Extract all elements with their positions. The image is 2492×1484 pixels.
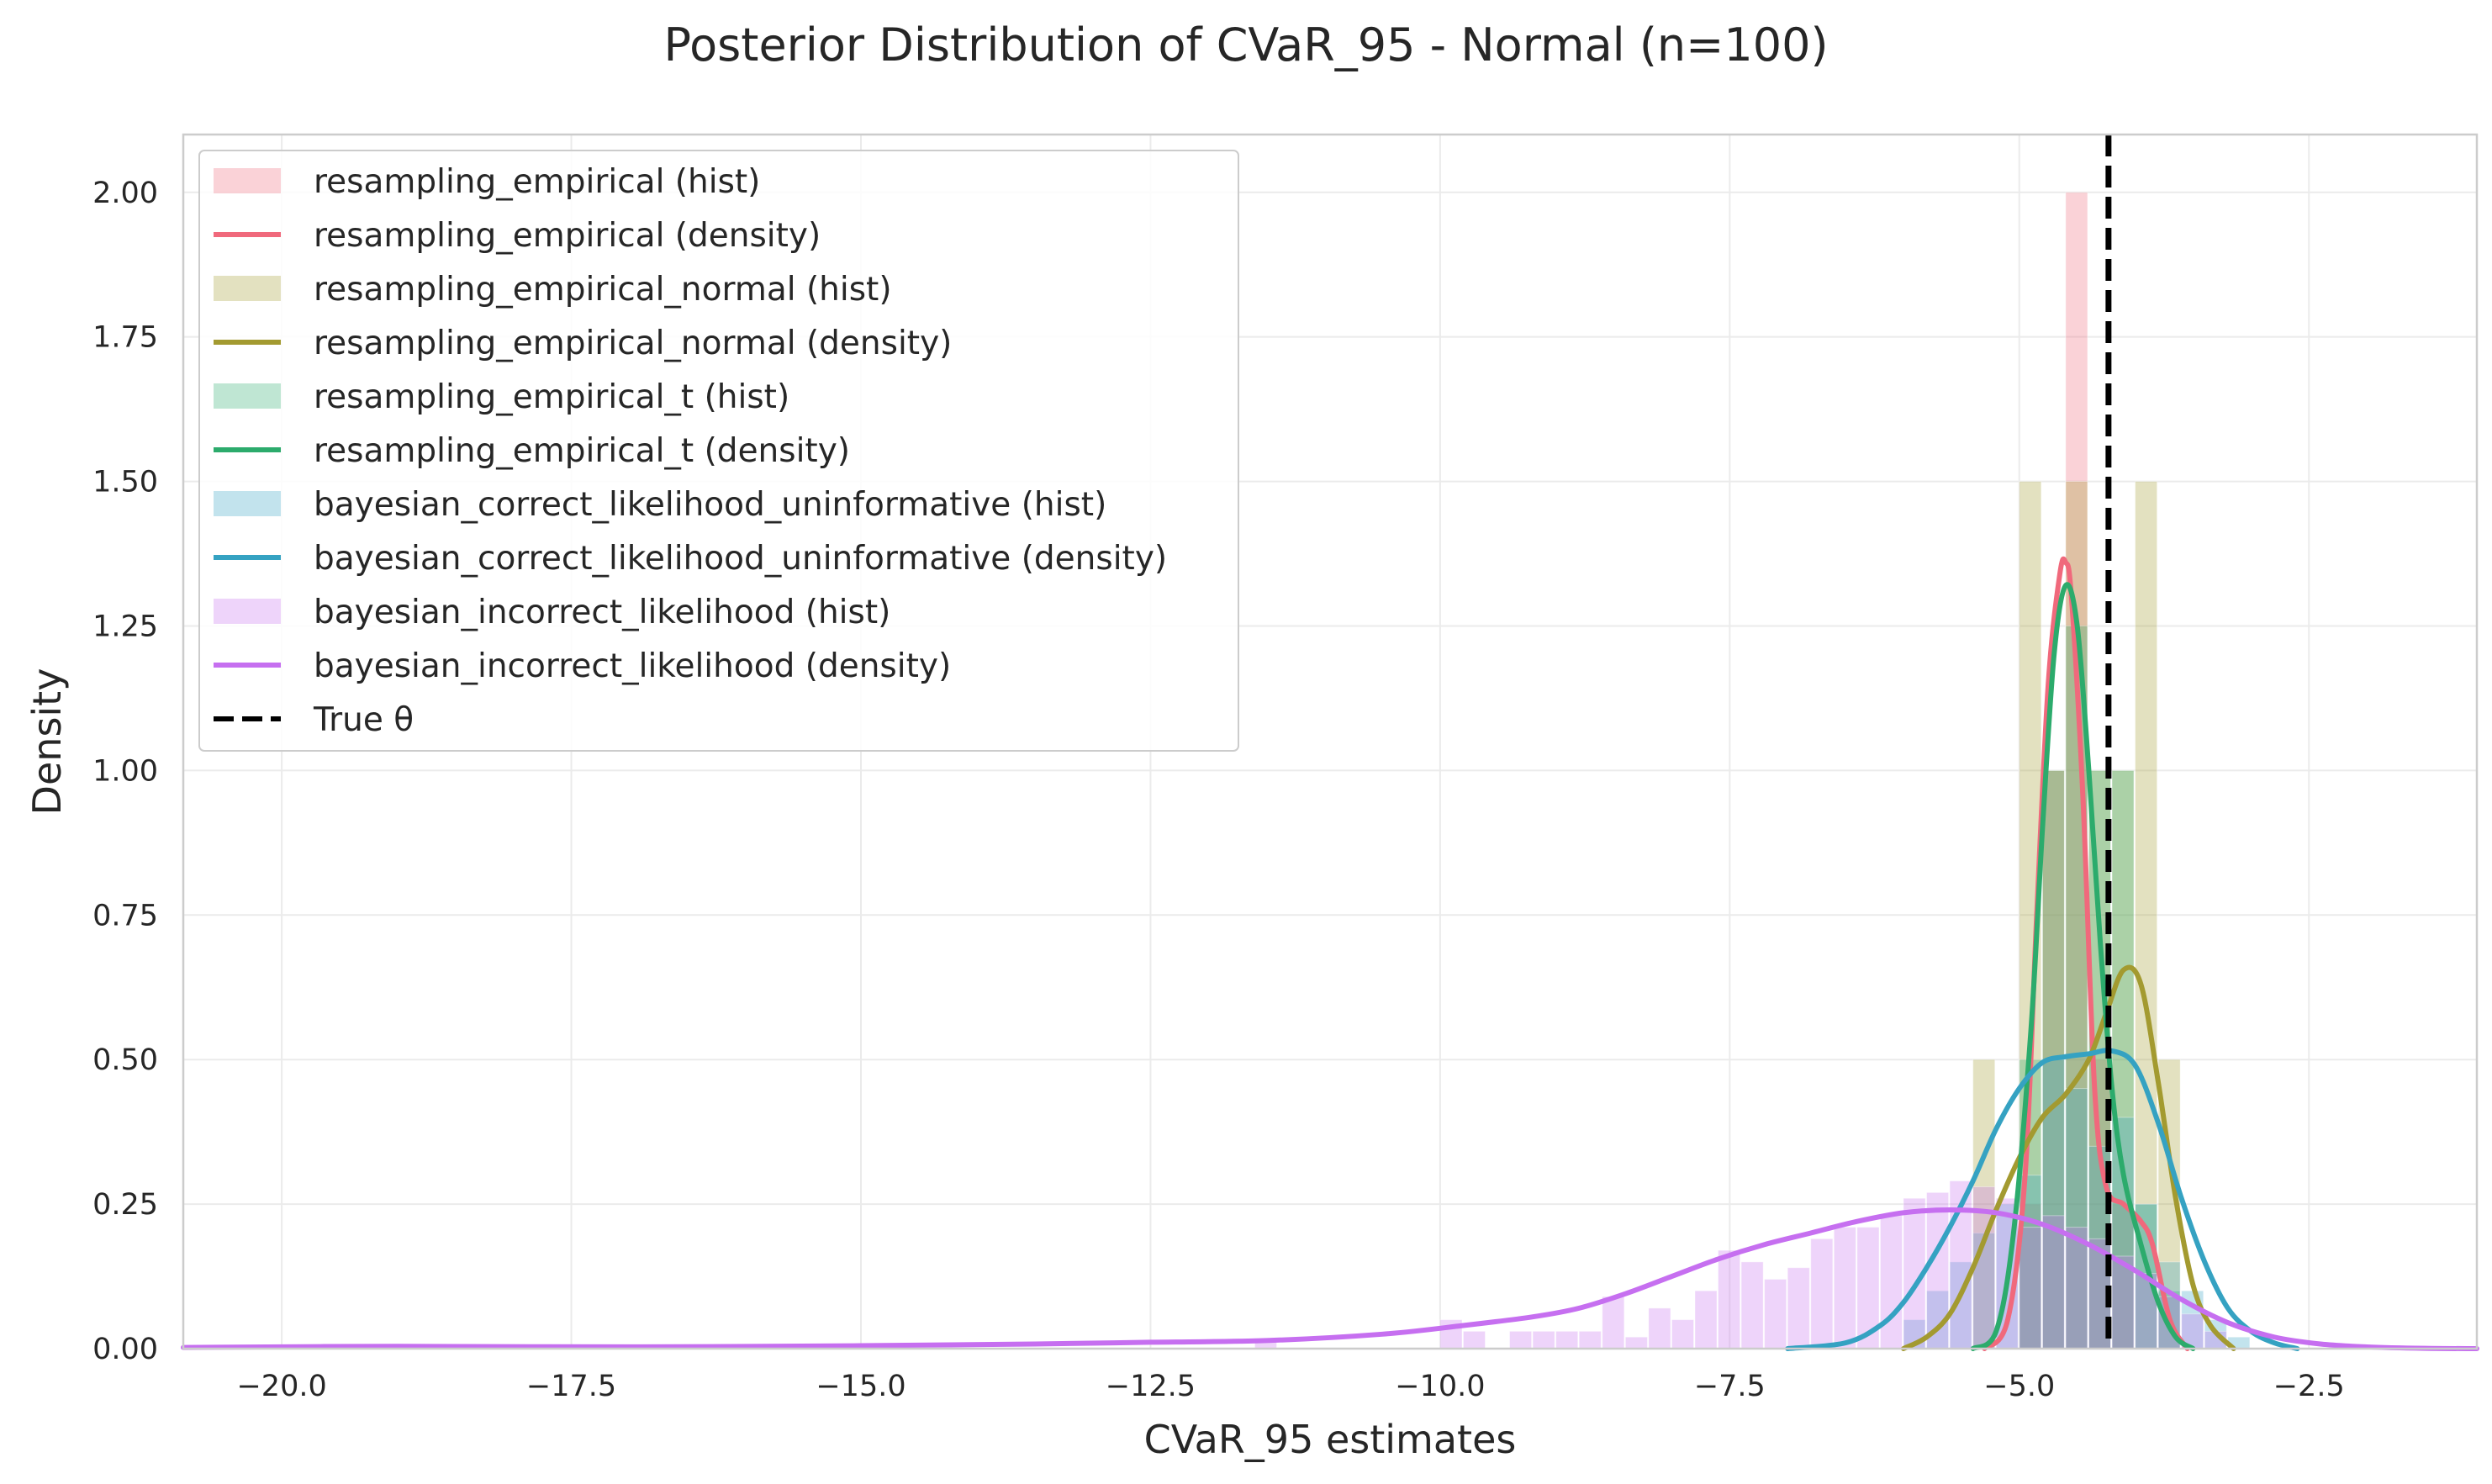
y-tick-label: 0.00	[92, 1333, 158, 1366]
histogram-bar	[1787, 1267, 1810, 1349]
x-tick-label: −15.0	[816, 1370, 905, 1403]
y-tick-label: 0.25	[92, 1188, 158, 1222]
histogram-bar	[1671, 1319, 1695, 1349]
x-tick-label: −5.0	[1983, 1370, 2055, 1403]
bayesian_incorrect_likelihood-histogram	[1254, 1180, 2227, 1349]
x-tick-label: −7.5	[1694, 1370, 1766, 1403]
legend-entry: True θ	[214, 701, 414, 739]
y-tick-label: 1.50	[92, 466, 158, 499]
legend-label: resampling_empirical (density)	[314, 217, 821, 255]
histogram-bar	[1972, 1232, 1996, 1349]
x-tick-label: −17.5	[526, 1370, 616, 1403]
legend-entry: bayesian_correct_likelihood_uninformativ…	[214, 540, 1167, 578]
histogram-bar	[1764, 1278, 1787, 1349]
histogram-bar	[2111, 1117, 2135, 1349]
histogram-bar	[1532, 1330, 1555, 1349]
legend-swatch	[214, 168, 281, 193]
density-curves	[181, 556, 2479, 1351]
legend-label: bayesian_incorrect_likelihood (density)	[314, 647, 951, 685]
histogram-bar	[1602, 1296, 1625, 1349]
y-tick-label: 1.00	[92, 754, 158, 788]
bayesian_incorrect_likelihood-density-line	[181, 1207, 2479, 1351]
legend-label: resampling_empirical_normal (hist)	[314, 271, 892, 309]
histogram-bar	[1509, 1330, 1533, 1349]
legend-entry: resampling_empirical (hist)	[214, 163, 760, 201]
legend-entry: bayesian_incorrect_likelihood (hist)	[214, 594, 890, 631]
x-tick-label: −10.0	[1395, 1370, 1485, 1403]
x-tick-label: −20.0	[236, 1370, 326, 1403]
histogram-bar	[2135, 481, 2158, 1349]
x-tick-label: −2.5	[2273, 1370, 2345, 1403]
histogram-bar	[2111, 1203, 2135, 1349]
x-tick-label: −12.5	[1106, 1370, 1196, 1403]
histogram-bar	[1578, 1330, 1602, 1349]
histogram-bar	[1694, 1290, 1718, 1349]
legend-entry: resampling_empirical_normal (hist)	[214, 271, 892, 309]
legend-label: resampling_empirical_normal (density)	[314, 325, 952, 362]
x-axis-label: CVaR_95 estimates	[1144, 1417, 1517, 1462]
resampling_empirical-histogram	[2019, 192, 2135, 1349]
y-tick-label: 1.25	[92, 610, 158, 643]
plot-frame	[182, 133, 2479, 1350]
legend-label: bayesian_correct_likelihood_uninformativ…	[314, 486, 1106, 524]
histogram-bar	[2065, 1088, 2088, 1349]
legend-entry: resampling_empirical_t (density)	[214, 432, 850, 470]
legend-box	[198, 150, 1239, 752]
legend-entry: resampling_empirical_normal (density)	[214, 325, 952, 362]
resampling_empirical_normal-density-line	[1901, 964, 2236, 1351]
y-axis-label: Density	[24, 668, 70, 816]
legend-entry: resampling_empirical (density)	[214, 217, 821, 255]
histogram-bar	[1624, 1336, 1648, 1349]
y-axis-ticks: 0.00 0.25 0.50 0.75 1.00 1.25 1.50 1.75 2.00	[92, 177, 158, 1366]
y-tick-label: 0.75	[92, 899, 158, 932]
y-tick-label: 2.00	[92, 177, 158, 210]
legend: resampling_empirical (hist) resampling_em…	[198, 150, 1239, 752]
legend-swatch	[214, 276, 281, 301]
legend-entry: bayesian_correct_likelihood_uninformativ…	[214, 486, 1106, 524]
histogram-bar	[2019, 1227, 2042, 1349]
histogram-bar	[2041, 1215, 2065, 1349]
legend-swatch	[214, 491, 281, 516]
histogram-bar	[2065, 1227, 2088, 1349]
histogram-bar	[1879, 1215, 1903, 1349]
resampling_empirical_t-density-line	[1970, 582, 2196, 1351]
legend-label: bayesian_incorrect_likelihood (hist)	[314, 594, 890, 631]
bayesian_correct_likelihood_uninformative-density-line	[1785, 1048, 2300, 1351]
histogram-bar	[1810, 1238, 1834, 1349]
legend-entry: resampling_empirical_t (hist)	[214, 378, 789, 416]
legend-label: resampling_empirical (hist)	[314, 163, 760, 201]
legend-label: bayesian_correct_likelihood_uninformativ…	[314, 540, 1167, 578]
legend-label: resampling_empirical_t (hist)	[314, 378, 789, 416]
chart-title: Posterior Distribution of CVaR_95 - Norm…	[663, 18, 1828, 71]
histogram-bar	[1555, 1330, 1579, 1349]
y-tick-label: 0.50	[92, 1043, 158, 1077]
histogram-bar	[1648, 1307, 1671, 1349]
histogram-bar	[1462, 1330, 1486, 1349]
x-axis-ticks: −20.0 −17.5 −15.0 −12.5 −10.0 −7.5 −5.0 −2.5	[236, 1370, 2344, 1403]
legend-swatch	[214, 599, 281, 624]
y-tick-label: 1.75	[92, 321, 158, 355]
legend-swatch	[214, 383, 281, 409]
resampling_empirical-density-line	[1982, 556, 2190, 1351]
histogram-bar	[1740, 1261, 1764, 1349]
histogram-bar	[2111, 1255, 2135, 1349]
legend-label: resampling_empirical_t (density)	[314, 432, 850, 470]
histogram-bar	[1833, 1227, 1856, 1349]
histogram-bar	[1718, 1249, 1741, 1349]
legend-entry: bayesian_incorrect_likelihood (density)	[214, 647, 951, 685]
legend-label: True θ	[313, 701, 414, 739]
